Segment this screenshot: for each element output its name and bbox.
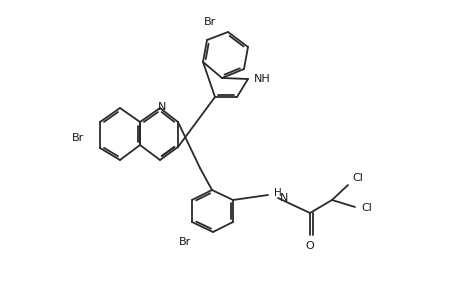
Text: NH: NH xyxy=(253,74,270,84)
Text: Cl: Cl xyxy=(361,203,372,213)
Text: Br: Br xyxy=(179,237,190,247)
Text: O: O xyxy=(305,241,313,251)
Text: Br: Br xyxy=(203,17,216,27)
Text: H: H xyxy=(274,188,281,198)
Text: Br: Br xyxy=(72,133,84,143)
Text: Cl: Cl xyxy=(352,173,363,183)
Text: N: N xyxy=(157,102,166,112)
Text: N: N xyxy=(279,193,287,203)
